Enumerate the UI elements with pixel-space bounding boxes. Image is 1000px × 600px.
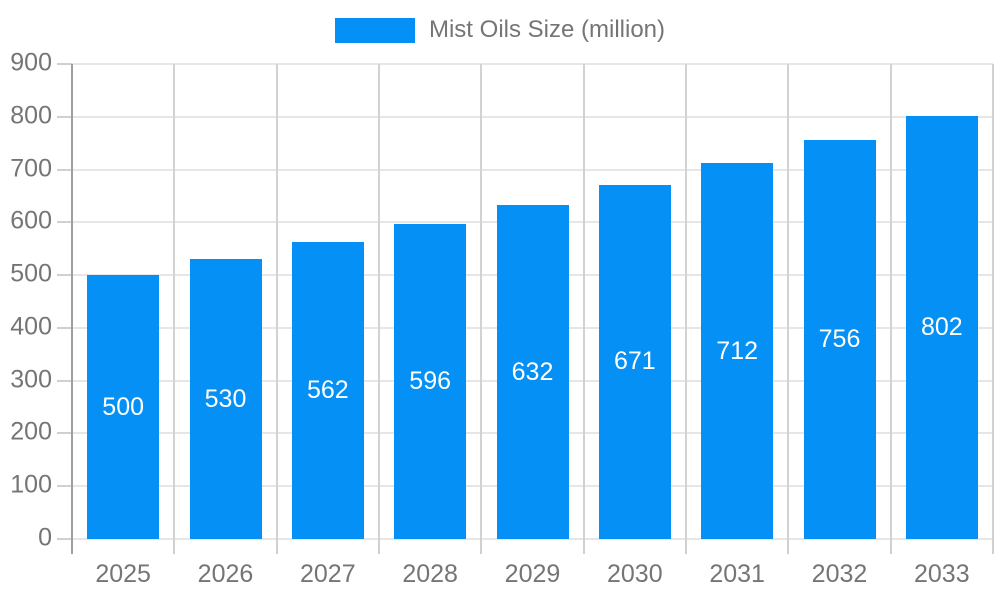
y-axis-tick [57, 379, 72, 382]
y-tick-label: 400 [10, 312, 52, 341]
legend-swatch-icon [334, 17, 415, 43]
bar-value-label: 596 [409, 367, 452, 396]
y-axis-tick [57, 326, 72, 329]
x-tick-label: 2025 [95, 560, 151, 588]
legend-label: Mist Oils Size (million) [428, 16, 665, 43]
y-tick-label: 600 [10, 206, 52, 235]
bar-value-label: 756 [818, 325, 861, 353]
y-axis-tick [57, 63, 72, 65]
bar-value-label: 671 [613, 347, 656, 376]
bar-value-label: 712 [716, 336, 759, 365]
y-tick-label: 0 [38, 523, 52, 552]
y-axis-tick [57, 432, 72, 435]
bar-2032[interactable]: 756 [803, 140, 876, 539]
y-axis-tick [57, 538, 72, 540]
x-axis-tick [173, 539, 176, 554]
v-gridline [480, 64, 483, 539]
bar-value-label: 802 [920, 312, 963, 341]
bar-2028[interactable]: 596 [394, 224, 467, 539]
y-axis-tick [57, 485, 72, 488]
bar-2025[interactable]: 500 [87, 275, 160, 539]
h-gridline [72, 168, 993, 171]
x-tick-label: 2029 [504, 560, 561, 588]
legend-item[interactable]: Mist Oils Size (million) [0, 16, 1000, 44]
y-axis-tick [57, 168, 72, 171]
y-tick-label: 100 [10, 470, 52, 499]
x-tick-label: 2027 [300, 560, 356, 588]
v-gridline [685, 64, 687, 539]
x-tick-label: 2030 [607, 560, 663, 588]
y-tick-label: 300 [10, 364, 52, 393]
y-axis-tick [57, 115, 72, 118]
v-gridline [889, 64, 892, 539]
x-axis-tick [685, 539, 687, 554]
y-tick-label: 900 [10, 48, 52, 77]
x-axis-tick [378, 539, 380, 554]
bar-value-label: 562 [306, 376, 349, 405]
y-tick-label: 200 [10, 417, 52, 446]
v-gridline [582, 64, 585, 539]
x-tick-label: 2033 [914, 560, 970, 588]
x-axis-tick [889, 539, 892, 554]
x-axis-tick [582, 539, 585, 554]
bar-2030[interactable]: 671 [598, 184, 671, 539]
bar-value-label: 500 [102, 392, 145, 421]
bar-2029[interactable]: 632 [496, 205, 569, 539]
x-axis-tick [787, 539, 790, 554]
y-tick-label: 500 [10, 259, 52, 288]
bar-2033[interactable]: 802 [905, 115, 978, 539]
x-tick-label: 2028 [402, 560, 458, 588]
h-gridline [72, 538, 993, 540]
y-axis-line [71, 64, 73, 554]
v-gridline [992, 64, 994, 539]
x-tick-label: 2031 [709, 560, 765, 588]
v-gridline [173, 64, 176, 539]
y-tick-label: 700 [10, 153, 52, 182]
v-gridline [275, 64, 278, 539]
v-gridline [378, 64, 380, 539]
bar-2031[interactable]: 712 [701, 163, 774, 539]
bar-2026[interactable]: 530 [189, 259, 262, 539]
bar-2027[interactable]: 562 [291, 242, 364, 539]
x-axis-tick [480, 539, 483, 554]
x-axis-tick [992, 539, 994, 554]
bar-value-label: 530 [204, 384, 247, 413]
y-axis-tick [57, 274, 72, 277]
x-axis-tick [275, 539, 278, 554]
x-tick-label: 2032 [811, 560, 868, 588]
h-gridline [72, 63, 993, 65]
v-gridline [787, 64, 790, 539]
h-gridline [72, 115, 993, 118]
x-tick-label: 2026 [197, 560, 254, 588]
bar-value-label: 632 [511, 357, 554, 386]
y-axis-tick [57, 221, 72, 224]
y-tick-label: 800 [10, 101, 52, 130]
